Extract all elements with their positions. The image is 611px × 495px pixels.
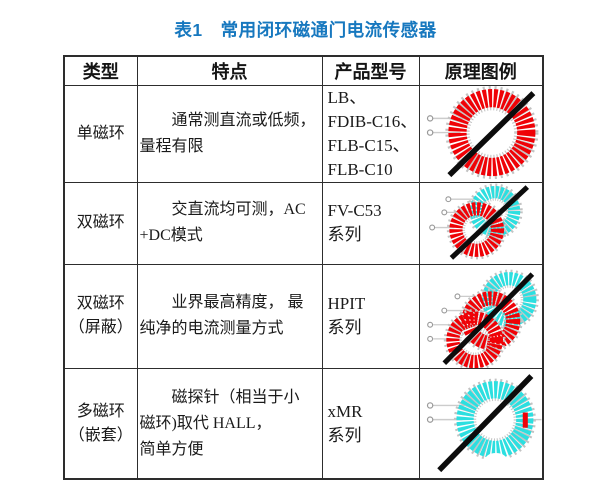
col-header-type: 类型 — [63, 55, 138, 86]
type-cell: 多磁环 （嵌套） — [63, 367, 138, 480]
diagram-cell — [418, 84, 544, 183]
table-title: 表1 常用闭环磁通门电流传感器 — [174, 20, 437, 40]
features-cell: 业界最高精度， 最 纯净的电流测量方式 — [136, 263, 323, 369]
features-cell: 通常测直流或低频， 量程有限 — [136, 84, 323, 183]
col-header-models: 产品型号 — [321, 55, 420, 86]
type-cell: 单磁环 — [63, 84, 138, 183]
sensor-table: 类型 特点 产品型号 原理图例 单磁环 通常测直流或低频， 量程有限 LB、 F… — [63, 55, 544, 481]
table-row-dual-ring-shielded: 双磁环 （屏蔽） 业界最高精度， 最 纯净的电流测量方式 HPIT 系列 — [63, 263, 544, 369]
single-red-toroid-icon — [426, 86, 538, 179]
header-row: 类型 特点 产品型号 原理图例 — [63, 55, 544, 86]
models-cell: HPIT 系列 — [321, 263, 420, 369]
table-row-single-ring: 单磁环 通常测直流或低频， 量程有限 LB、 FDIB-C16、 FLB-C15… — [63, 84, 544, 183]
col-header-diagram: 原理图例 — [418, 55, 544, 86]
models-cell: FV-C53 系列 — [321, 181, 420, 265]
col-header-features: 特点 — [136, 55, 323, 86]
cyan-toroid-with-probe-icon — [426, 374, 541, 473]
type-cell: 双磁环 — [63, 181, 138, 265]
type-cell: 双磁环 （屏蔽） — [63, 263, 138, 369]
models-cell: LB、 FDIB-C16、 FLB-C15、 FLB-C10 — [321, 84, 420, 183]
features-cell: 磁探针（相当于小 磁环)取代 HALL， 简单方便 — [136, 367, 323, 480]
models-cell: xMR 系列 — [321, 367, 420, 480]
dual-toroid-red-cyan-icon — [428, 183, 529, 260]
triple-toroid-shielded-icon — [426, 269, 539, 368]
table-row-multi-ring-nested: 多磁环 （嵌套） 磁探针（相当于小 磁环)取代 HALL， 简单方便 xMR 系… — [63, 367, 544, 480]
table-row-dual-ring: 双磁环 交直流均可测，AC +DC模式 FV-C53 系列 — [63, 181, 544, 265]
diagram-cell — [418, 367, 544, 480]
diagram-cell — [418, 181, 544, 265]
diagram-cell — [418, 263, 544, 369]
features-cell: 交直流均可测，AC +DC模式 — [136, 181, 323, 265]
